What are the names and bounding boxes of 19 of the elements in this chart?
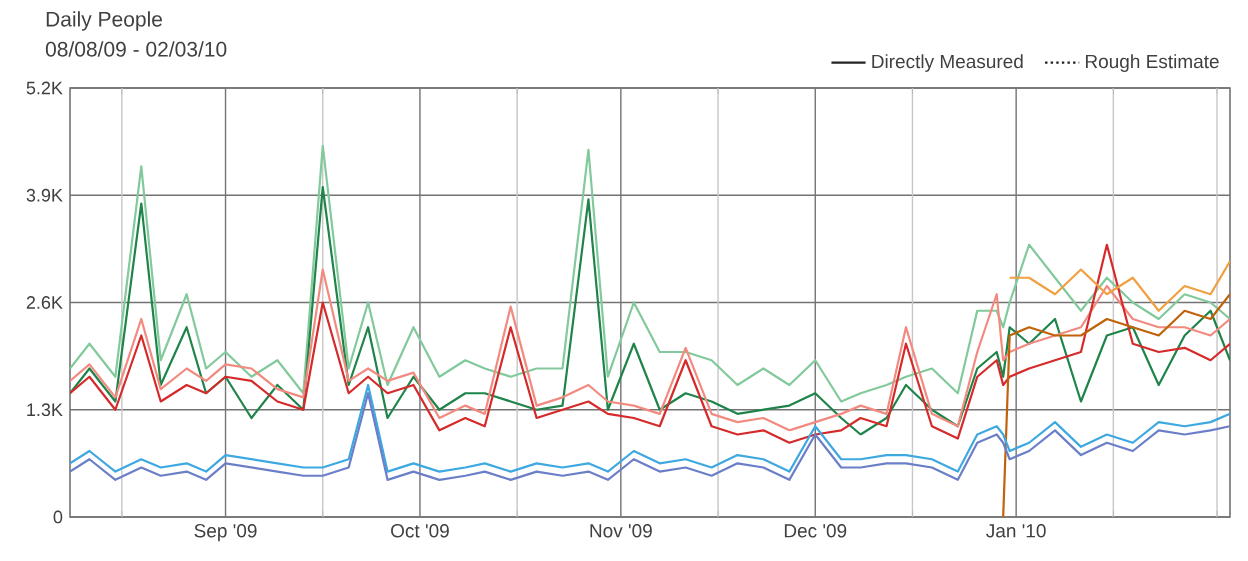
- y-tick-label: 2.6K: [26, 296, 63, 309]
- x-tick-label: Jan '10: [986, 524, 1046, 538]
- x-tick-label: Oct '09: [391, 524, 449, 538]
- line-series: [70, 243, 1230, 444]
- x-tick-label: Dec '09: [784, 524, 847, 538]
- line-series: [70, 268, 1230, 432]
- x-tick-label: Sep '09: [194, 524, 257, 542]
- chart-subtitle: 08/08/09 - 02/03/10: [45, 41, 227, 57]
- line-series: [1002, 293, 1230, 517]
- y-tick-label: 0: [53, 510, 63, 524]
- legend-label: Rough Estimate: [1085, 54, 1219, 72]
- x-tick-label: Nov '09: [590, 524, 652, 538]
- line-series: [70, 144, 1230, 403]
- line-series: [1008, 260, 1230, 312]
- y-tick-label: 3.9K: [26, 188, 63, 202]
- chart-title: Daily People: [46, 11, 162, 31]
- y-tick-label: 1.3K: [27, 403, 63, 417]
- legend-label: Directly Measured: [872, 54, 1023, 72]
- y-tick-label: 5.2K: [26, 81, 63, 95]
